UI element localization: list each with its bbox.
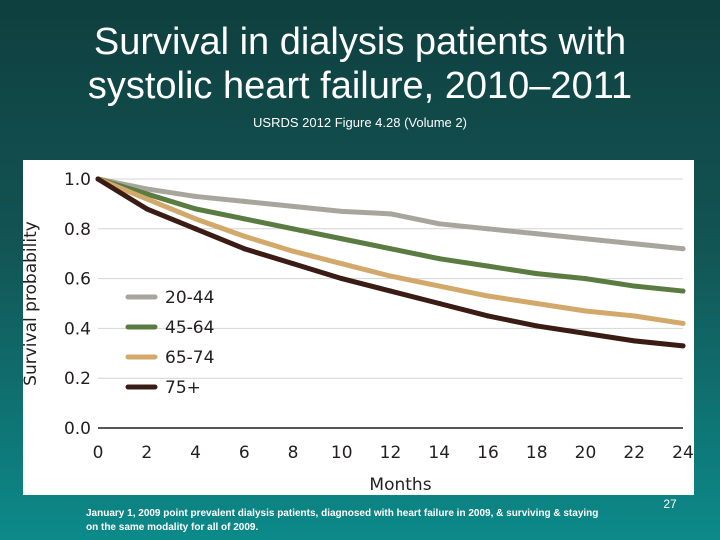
data-point-45-64 xyxy=(583,276,588,282)
data-point-65-74 xyxy=(534,301,540,306)
data-point-75 xyxy=(241,246,247,252)
x-tick-label: 2 xyxy=(141,443,152,463)
data-point-75 xyxy=(631,338,637,344)
legend-label: 65-74 xyxy=(165,348,214,368)
x-axis-label: Months xyxy=(369,475,431,495)
data-point-45-64 xyxy=(388,246,393,252)
page-number: 27 xyxy=(663,497,677,511)
title-line-1: Survival in dialysis patients with xyxy=(93,21,627,63)
slide-title: Survival in dialysis patients with systo… xyxy=(0,20,720,108)
data-point-20-44 xyxy=(241,198,247,204)
data-point-65-74 xyxy=(144,196,150,202)
y-tick-label: 0.6 xyxy=(64,270,91,290)
data-point-65-74 xyxy=(241,233,247,239)
x-tick-label: 18 xyxy=(526,443,548,463)
data-point-20-44 xyxy=(436,221,442,227)
legend-label: 20-44 xyxy=(165,288,214,308)
x-tick-label: 14 xyxy=(428,443,450,463)
data-point-45-64 xyxy=(241,216,247,222)
data-point-75 xyxy=(339,276,345,282)
data-point-75 xyxy=(95,176,101,182)
data-point-75 xyxy=(534,323,540,329)
data-point-45-64 xyxy=(680,288,686,294)
data-point-20-44 xyxy=(631,241,637,247)
data-point-20-44 xyxy=(193,193,198,199)
x-tick-label: 6 xyxy=(239,443,250,463)
data-point-45-64 xyxy=(534,271,540,277)
x-tick-label: 12 xyxy=(380,443,402,463)
survival-chart: 0.00.20.40.60.81.00 2 4 6 8 10 12 14 16 18 20 22 24M… xyxy=(21,170,694,495)
data-point-65-74 xyxy=(583,308,588,314)
data-point-75 xyxy=(193,226,198,232)
x-tick-label: 8 xyxy=(288,443,299,463)
y-tick-label: 0.2 xyxy=(64,369,91,389)
legend-label: 75+ xyxy=(165,378,201,398)
title-line-2: systolic heart failure, 2010–2011 xyxy=(87,65,633,107)
data-point-20-44 xyxy=(290,203,296,209)
data-point-20-44 xyxy=(485,226,491,232)
data-point-20-44 xyxy=(388,211,393,217)
x-tick-label: 0 xyxy=(93,443,104,463)
data-point-65-74 xyxy=(680,320,686,326)
data-point-65-74 xyxy=(436,283,442,289)
y-tick-label: 0.0 xyxy=(64,419,91,439)
slide-subtitle: USRDS 2012 Figure 4.28 (Volume 2) xyxy=(253,115,467,130)
x-tick-label: 16 xyxy=(477,443,499,463)
data-point-45-64 xyxy=(436,256,442,262)
data-point-20-44 xyxy=(144,186,150,192)
data-point-75 xyxy=(680,343,686,349)
chart-panel: 0.0 0.2 0.4 0.6 0.8 1.0 0 2 4 6 8 10 12 14 16 18 20 22 24 M… xyxy=(21,160,694,495)
data-point-20-44 xyxy=(534,231,540,237)
data-point-65-74 xyxy=(388,273,393,279)
data-point-75 xyxy=(290,261,296,267)
data-point-75 xyxy=(583,330,588,336)
x-tick-label: 10 xyxy=(331,443,353,463)
data-point-45-64 xyxy=(339,236,345,242)
data-point-45-64 xyxy=(485,263,491,269)
data-point-45-64 xyxy=(290,226,296,232)
data-point-65-74 xyxy=(290,248,296,254)
data-point-20-44 xyxy=(583,236,588,242)
data-point-45-64 xyxy=(631,283,637,289)
data-point-20-44 xyxy=(339,208,345,214)
data-point-65-74 xyxy=(193,216,198,222)
data-point-45-64 xyxy=(144,191,150,197)
data-point-75 xyxy=(144,206,150,212)
data-point-75 xyxy=(485,313,491,319)
data-point-65-74 xyxy=(485,293,491,299)
data-point-20-44 xyxy=(680,246,686,252)
data-point-45-64 xyxy=(193,206,198,212)
data-point-65-74 xyxy=(631,313,637,319)
footnote: January 1, 2009 point prevalent dialysis… xyxy=(86,508,599,533)
y-tick-label: 0.8 xyxy=(64,220,91,240)
x-tick-label: 4 xyxy=(190,443,201,463)
y-tick-label: 0.4 xyxy=(64,319,91,339)
y-tick-label: 1.0 xyxy=(64,170,91,190)
legend-label: 45-64 xyxy=(165,318,214,338)
data-point-75 xyxy=(388,288,393,294)
x-tick-label: 24 xyxy=(672,443,694,463)
y-axis-label: Survival probability xyxy=(23,221,41,386)
data-point-65-74 xyxy=(339,261,345,267)
legend: 20-44 45-64 65-74 75+ xyxy=(125,288,214,398)
data-point-75 xyxy=(436,301,442,306)
x-tick-label: 20 xyxy=(575,443,597,463)
x-tick-label: 22 xyxy=(623,443,645,463)
